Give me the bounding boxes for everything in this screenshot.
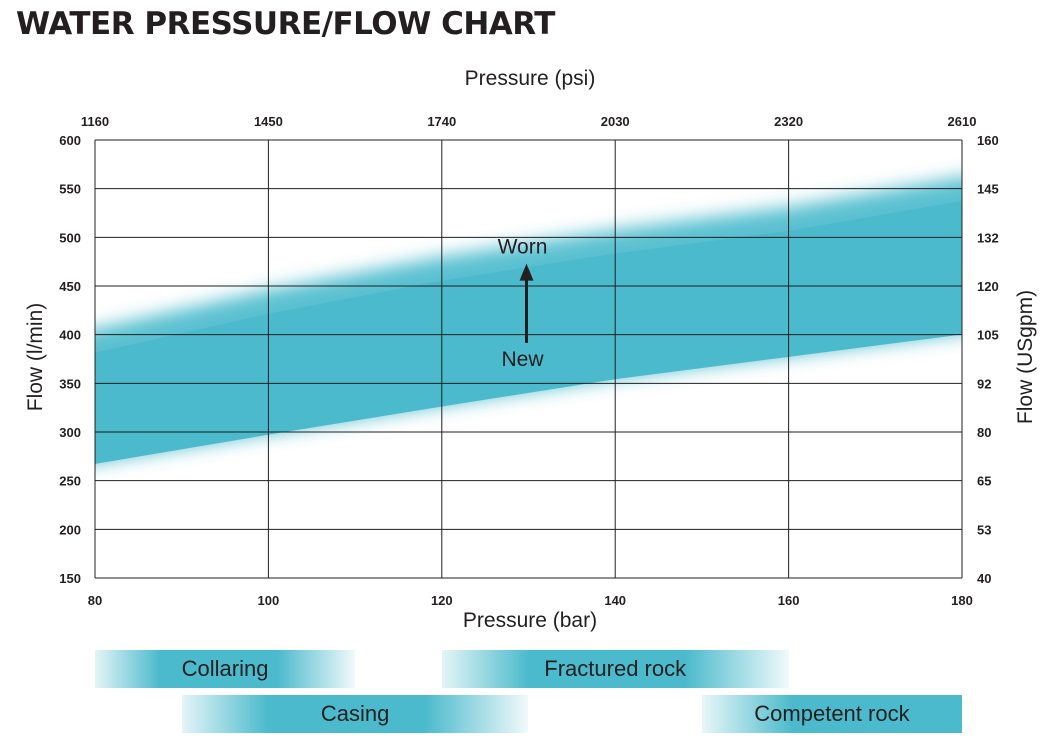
axis-ticks: 150 200 250 300 350 400 450 500 550 600 40 53 65 80 92… [59,114,998,608]
application-bar-label: Collaring [181,656,269,681]
y-right-tick-label: 160 [977,133,999,148]
application-bar-collaring: Collaring [95,650,356,688]
y-right-tick-label: 80 [977,425,991,440]
x-top-tick-label: 2320 [774,114,803,129]
y-left-tick-label: 400 [59,328,81,343]
y-axis-right-title: Flow (USgpm) [1014,290,1037,424]
y-left-tick-label: 350 [59,376,81,391]
x-bottom-tick-label: 100 [258,593,280,608]
application-bar-fractured-rock: Fractured rock [441,650,789,688]
y-right-tick-label: 92 [977,376,991,391]
x-bottom-tick-label: 140 [604,593,626,608]
x-top-tick-label: 2610 [948,114,977,129]
y-right-tick-label: 145 [977,182,999,197]
application-bar-casing: Casing [181,695,529,733]
flow-band [95,176,962,464]
y-left-tick-label: 200 [59,522,81,537]
y-right-tick-label: 120 [977,279,999,294]
flow-band-core [95,200,962,464]
x-top-tick-label: 1740 [427,114,456,129]
chart-grid [94,139,963,579]
y-right-tick-label: 65 [977,474,991,489]
y-right-tick-label: 105 [977,328,999,343]
x-top-tick-label: 1160 [81,114,109,129]
y-left-tick-label: 600 [59,133,81,148]
x-bottom-tick-label: 160 [778,593,800,608]
y-left-tick-label: 450 [59,279,81,294]
y-left-tick-label: 550 [59,182,81,197]
x-axis-bottom-title: Pressure (bar) [463,609,597,632]
pressure-flow-chart: 150 200 250 300 350 400 450 500 550 600 40 53 65 80 92… [24,67,1037,632]
x-axis-top-title: Pressure (psi) [465,67,596,90]
x-bottom-tick-label: 80 [88,593,102,608]
y-left-tick-label: 150 [59,571,81,586]
annotation-worn: Worn [498,236,548,259]
application-bar-label: Fractured rock [544,656,687,681]
y-left-tick-label: 250 [59,474,81,489]
application-bar-label: Casing [320,701,390,726]
application-bar-label: Competent rock [754,701,910,726]
y-left-tick-label: 300 [59,425,81,440]
x-bottom-tick-label: 120 [431,593,453,608]
x-top-tick-label: 1450 [254,114,283,129]
y-right-tick-label: 40 [977,571,991,586]
x-top-tick-label: 2030 [601,114,630,129]
y-right-tick-label: 132 [977,230,999,245]
y-right-tick-label: 53 [977,522,991,537]
y-axis-left-title: Flow (l/min) [24,303,47,412]
x-bottom-tick-label: 180 [951,593,973,608]
annotation-new: New [501,348,544,371]
y-left-tick-label: 500 [59,230,81,245]
annotations: Worn New [498,236,548,371]
arrow-up-icon [519,263,534,281]
application-bar-competent-rock: Competent rock [701,695,962,733]
page-title: WATER PRESSURE/FLOW CHART [16,6,555,42]
series-line-new [95,332,962,464]
